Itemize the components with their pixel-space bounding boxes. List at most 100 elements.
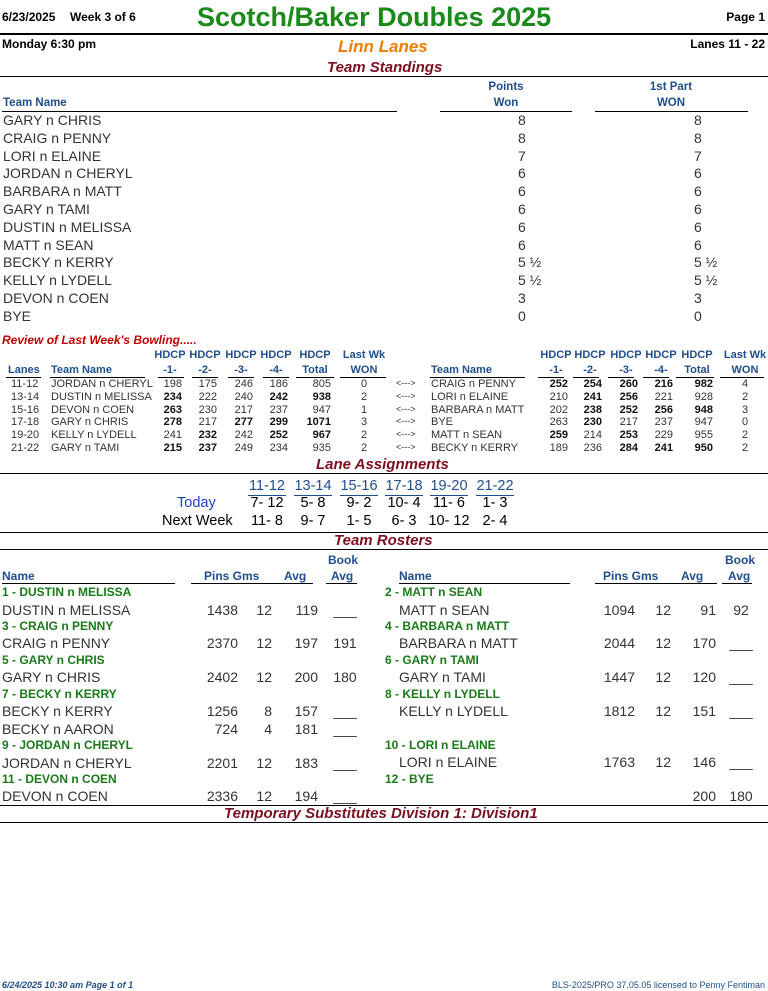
review-team: GARY n TAMI bbox=[51, 442, 120, 454]
next-week-match: 10- 12 bbox=[428, 513, 470, 529]
review-total: 947 bbox=[694, 416, 713, 429]
standings-part: 8 bbox=[694, 112, 702, 128]
roster-bowler-name: BECKY n AARON bbox=[2, 720, 114, 737]
report-date: 6/23/2025 bbox=[2, 10, 56, 24]
hdcp-header: HDCP bbox=[681, 349, 713, 361]
header-underline bbox=[228, 377, 254, 378]
team-name-header: Team Name bbox=[3, 97, 67, 109]
hdcp-header: HDCP bbox=[540, 349, 572, 361]
versus-arrow: <---> bbox=[396, 403, 416, 414]
won-header: WON bbox=[731, 364, 759, 376]
standings-points: 6 bbox=[518, 218, 526, 235]
review-total: 982 bbox=[694, 378, 713, 390]
review-game: 175 bbox=[198, 378, 217, 390]
lane-pair: 11-12 bbox=[248, 478, 285, 494]
review-team: KELLY n LYDELL bbox=[51, 429, 137, 442]
roster-games: 12 bbox=[256, 754, 272, 771]
roster-pins: 2370 bbox=[206, 635, 238, 652]
standings-team: BYE bbox=[3, 307, 32, 324]
header-underline bbox=[643, 377, 669, 378]
standings-part: 6 bbox=[694, 165, 702, 182]
divider bbox=[0, 76, 768, 77]
roster-name-header: Name bbox=[2, 569, 35, 583]
review-game: 215 bbox=[163, 442, 182, 454]
roster-team-heading: 1 - DUSTIN n MELISSA bbox=[2, 585, 132, 599]
review-game: 236 bbox=[583, 442, 602, 454]
review-won: 2 bbox=[741, 442, 749, 454]
review-game: 214 bbox=[583, 429, 602, 442]
roster-book-average: ___ bbox=[729, 635, 753, 652]
hdcp-header: HDCP bbox=[299, 349, 331, 361]
review-won: 2 bbox=[741, 390, 749, 403]
footer-license: BLS-2025/PRO 37.05.05 licensed to Penny … bbox=[551, 980, 765, 990]
lanes-header: Lanes bbox=[8, 364, 40, 376]
roster-avg-header: Avg bbox=[681, 569, 704, 583]
roster-book-average: ___ bbox=[333, 788, 357, 805]
review-game: 278 bbox=[163, 416, 182, 429]
lane-pair: 19-20 bbox=[430, 478, 468, 494]
review-game: 189 bbox=[549, 442, 568, 454]
roster-book-average: ___ bbox=[729, 754, 753, 771]
roster-team-heading: 8 - KELLY n LYDELL bbox=[385, 686, 500, 701]
lane-pair-underline bbox=[294, 495, 332, 496]
roster-book-average: ___ bbox=[333, 754, 357, 771]
hdcp-header: HDCP bbox=[610, 349, 642, 361]
standings-team: GARY n CHRIS bbox=[3, 112, 102, 128]
footer-timestamp: 6/24/2025 10:30 am Page 1 of 1 bbox=[2, 980, 134, 990]
versus-arrow: <---> bbox=[396, 429, 416, 440]
roster-games: 12 bbox=[256, 788, 272, 805]
standings-points: 5 ½ bbox=[518, 254, 542, 271]
standings-team: JORDAN n CHERYL bbox=[3, 165, 133, 182]
roster-pins: 724 bbox=[214, 720, 238, 737]
roster-games: 12 bbox=[256, 635, 272, 652]
standings-team: MATT n SEAN bbox=[3, 236, 94, 253]
review-won: 3 bbox=[741, 403, 749, 416]
review-team: DUSTIN n MELISSA bbox=[51, 390, 152, 403]
review-team: BARBARA n MATT bbox=[431, 403, 525, 416]
review-game: 222 bbox=[198, 390, 217, 403]
today-match: 10- 4 bbox=[387, 495, 421, 511]
standings-points: 3 bbox=[518, 290, 526, 306]
lane-pair-underline bbox=[476, 495, 514, 496]
roster-games: 12 bbox=[655, 754, 671, 771]
review-game: 186 bbox=[269, 378, 288, 390]
roster-games: 12 bbox=[655, 601, 671, 618]
review-game: 232 bbox=[198, 429, 217, 442]
rosters-title: Team Rosters bbox=[334, 532, 433, 549]
roster-avg-header: Avg bbox=[284, 569, 307, 583]
standings-team: CRAIG n PENNY bbox=[3, 129, 112, 146]
roster-average: 146 bbox=[692, 754, 716, 771]
review-game: 241 bbox=[583, 390, 602, 403]
standings-title: Team Standings bbox=[327, 59, 443, 76]
roster-bowler-name: BECKY n KERRY bbox=[2, 703, 113, 720]
standings-points: 5 ½ bbox=[518, 272, 542, 289]
review-won: 3 bbox=[360, 416, 368, 429]
hdcp-header: HDCP bbox=[225, 349, 257, 361]
review-game: 240 bbox=[234, 390, 253, 403]
roster-book-header-2: Avg bbox=[331, 569, 354, 583]
standings-points: 8 bbox=[518, 112, 526, 128]
points-header-2: Won bbox=[493, 97, 519, 109]
hdcp-header: HDCP bbox=[574, 349, 606, 361]
roster-team-heading: 4 - BARBARA n MATT bbox=[385, 618, 509, 633]
roster-average: 183 bbox=[294, 754, 318, 771]
review-game: 241 bbox=[654, 442, 673, 454]
review-game: 277 bbox=[234, 416, 253, 429]
roster-pins: 2402 bbox=[206, 669, 238, 686]
roster-book-average: 92 bbox=[733, 601, 749, 618]
game-header: -1- bbox=[549, 364, 563, 376]
roster-bowler-name: JORDAN n CHERYL bbox=[2, 754, 132, 771]
report-title: Scotch/Baker Doubles 2025 bbox=[197, 2, 552, 32]
review-won: 4 bbox=[741, 378, 749, 390]
today-match: 7- 12 bbox=[250, 495, 284, 511]
review-game: 217 bbox=[198, 416, 217, 429]
roster-bowler-name: GARY n CHRIS bbox=[2, 669, 101, 686]
review-won: 1 bbox=[360, 403, 368, 416]
lanes-range: Lanes 11 - 22 bbox=[690, 37, 765, 51]
standings-part: 7 bbox=[694, 147, 702, 164]
total-header: Total bbox=[684, 364, 710, 376]
review-game: 210 bbox=[549, 390, 568, 403]
review-game: 230 bbox=[198, 403, 217, 416]
roster-pins-header: Pins Gms bbox=[603, 569, 659, 583]
week-label: Week 3 of 6 bbox=[70, 10, 136, 24]
